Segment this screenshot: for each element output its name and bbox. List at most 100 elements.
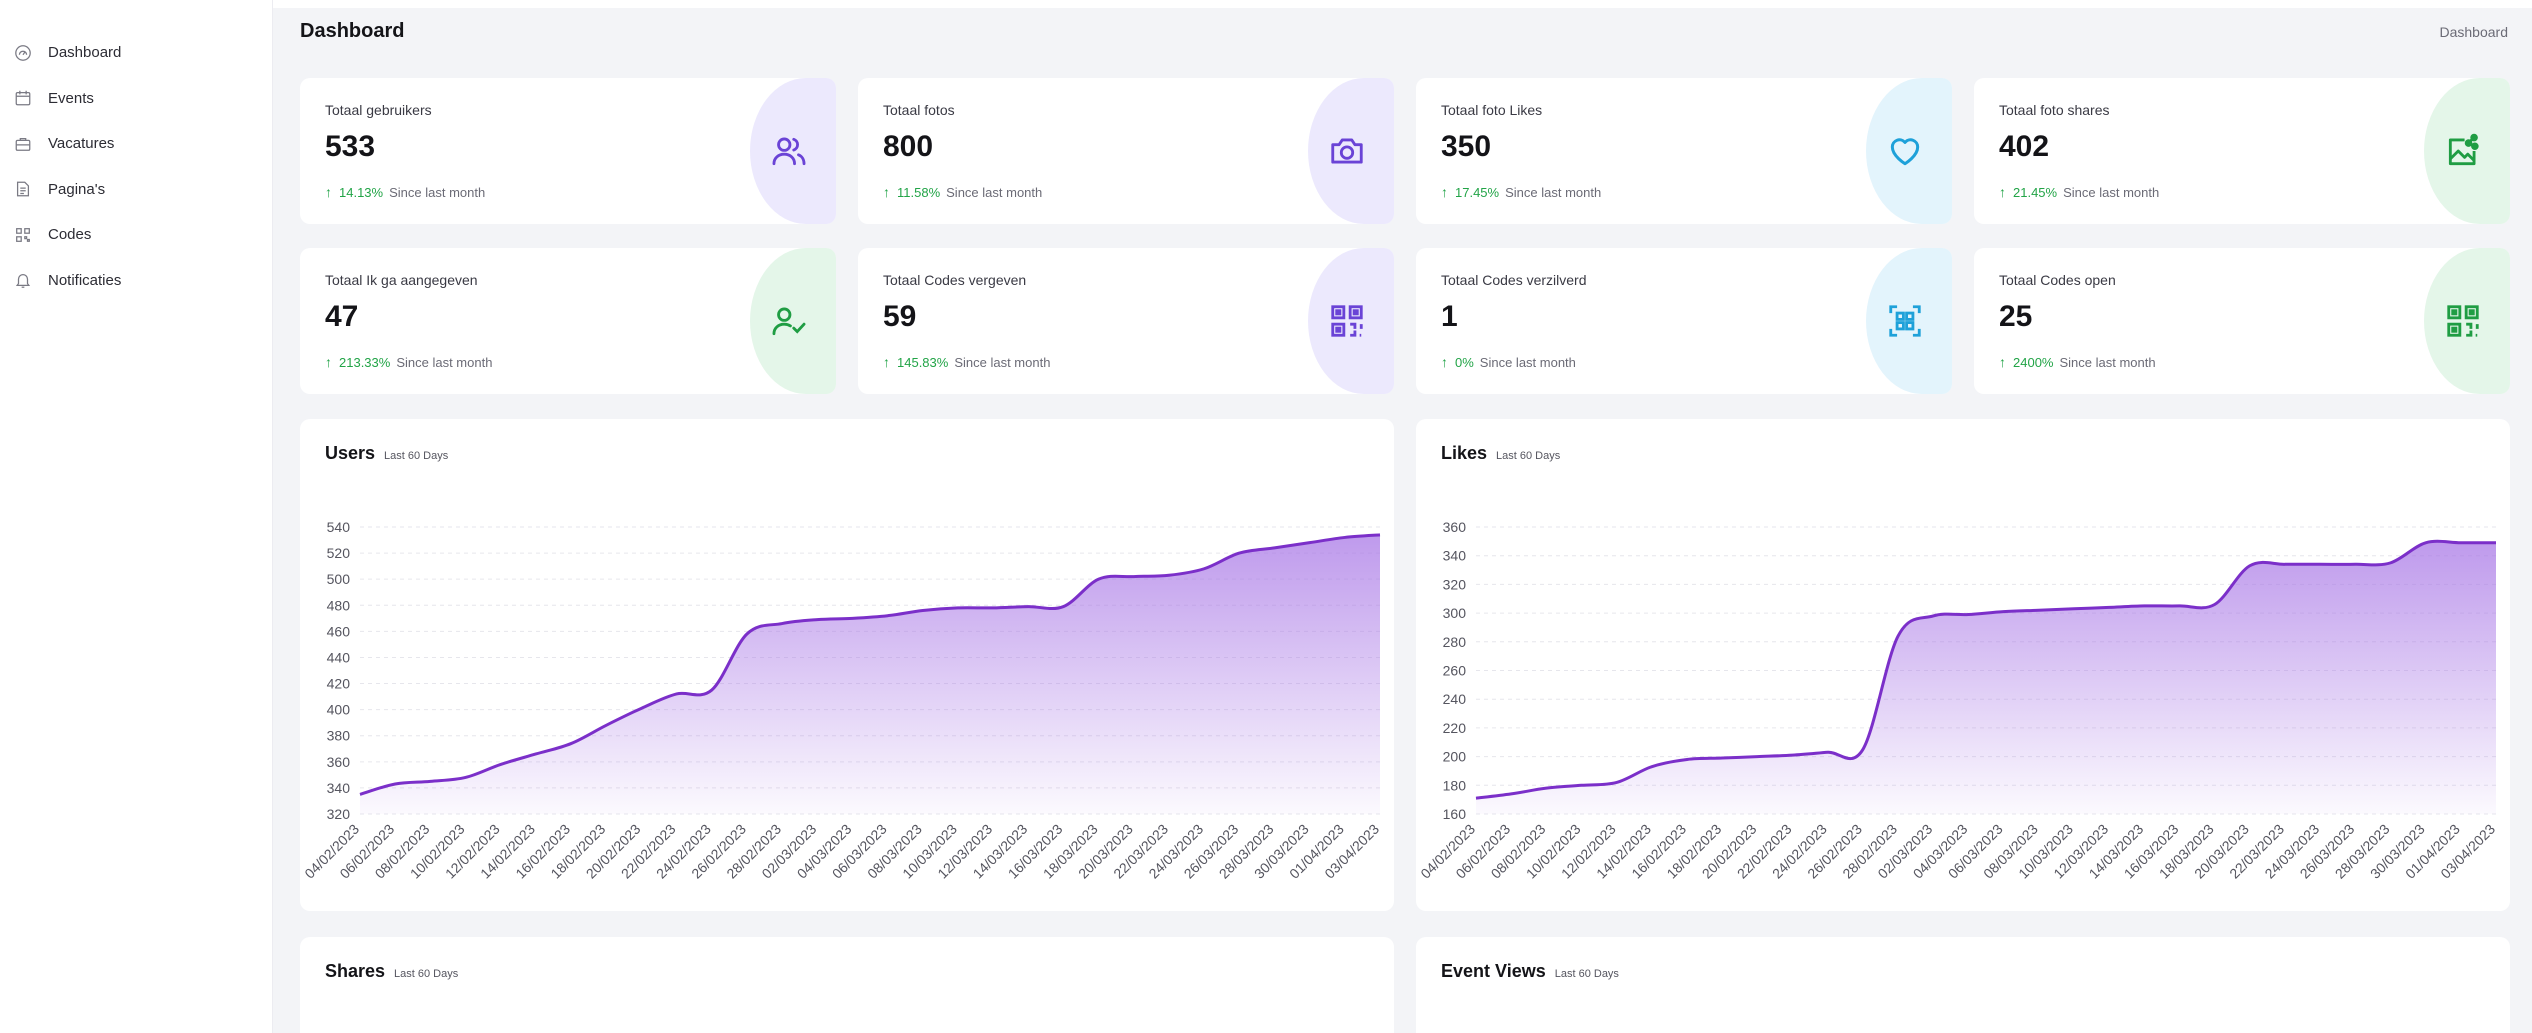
stat-percentage: 213.33% — [339, 354, 391, 370]
stat-since: Since last month — [946, 184, 1043, 200]
y-tick-label: 520 — [327, 545, 351, 561]
main-content: Dashboard Dashboard Totaal gebruikers 53… — [273, 8, 2532, 1033]
page-icon — [14, 180, 32, 198]
sidebar-item-vacatures[interactable]: Vacatures — [0, 121, 272, 167]
sidebar-item-dashboard[interactable]: Dashboard — [0, 30, 272, 76]
stat-card-gebruikers: Totaal gebruikers 533 ↑ 14.13% Since last … — [300, 78, 836, 224]
y-tick-label: 280 — [1443, 634, 1467, 650]
y-tick-label: 420 — [327, 676, 351, 692]
series-area — [360, 534, 1380, 814]
y-tick-label: 200 — [1443, 749, 1467, 765]
likes-chart-panel: Likes Last 60 Days 160 180 200 220 240 260 280… — [1416, 419, 2510, 911]
stat-trend: ↑ 21.45% Since last month — [1999, 184, 2159, 200]
y-tick-label: 360 — [327, 754, 351, 770]
arrow-up-icon: ↑ — [1999, 184, 2006, 200]
sidebar-item-label: Events — [48, 89, 94, 107]
y-tick-label: 300 — [1443, 605, 1467, 621]
user-check-icon — [772, 307, 806, 336]
sidebar-item-label: Dashboard — [48, 44, 122, 62]
stat-value: 25 — [1999, 300, 2033, 333]
bell-icon — [14, 271, 32, 289]
stat-since: Since last month — [2059, 354, 2156, 370]
sidebar-item-events[interactable]: Events — [0, 76, 272, 122]
panel-header: Shares Last 60 Days — [325, 961, 458, 982]
stat-since: Since last month — [1479, 354, 1576, 370]
stat-icon-badge — [1308, 248, 1394, 394]
heart-icon — [1890, 138, 1920, 166]
stat-icon-badge — [2424, 248, 2510, 394]
top-bar — [273, 0, 2532, 8]
stat-value: 47 — [325, 300, 359, 333]
stat-trend: ↑ 0% Since last month — [1441, 354, 1576, 370]
stat-label: Totaal foto Likes — [1441, 102, 1543, 118]
likes-chart: 16018020022024026028030032034036004/02/2… — [1417, 519, 2498, 882]
panel-header: Users Last 60 Days — [325, 443, 448, 464]
y-tick-label: 240 — [1443, 691, 1467, 707]
sidebar-item-label: Pagina's — [48, 180, 106, 198]
sidebar: Dashboard Events Vacatures Pagina's Code… — [0, 0, 273, 1033]
arrow-up-icon: ↑ — [1441, 184, 1448, 200]
stat-percentage: 0% — [1455, 354, 1474, 370]
series-line — [1475, 539, 2496, 800]
arrow-up-icon: ↑ — [325, 184, 332, 200]
stat-label: Totaal foto shares — [1999, 102, 2110, 118]
sidebar-item-notificaties[interactable]: Notificaties — [0, 258, 272, 304]
stat-trend: ↑ 14.13% Since last month — [325, 184, 485, 200]
y-tick-label: 400 — [327, 702, 351, 718]
stat-since: Since last month — [2063, 184, 2160, 200]
stat-since: Since last month — [954, 354, 1051, 370]
qr-code-icon — [14, 226, 32, 244]
stat-card-likes: Totaal foto Likes 350 ↑ 17.45% Since last … — [1416, 78, 1952, 224]
arrow-up-icon: ↑ — [883, 354, 890, 370]
stat-percentage: 17.45% — [1455, 184, 1500, 200]
qr-code-icon — [2447, 305, 2479, 337]
sidebar-item-label: Codes — [48, 226, 92, 244]
panel-title: Shares — [325, 961, 386, 981]
y-tick-label: 440 — [327, 649, 351, 665]
panel-subtitle: Last 60 Days — [384, 450, 449, 462]
arrow-up-icon: ↑ — [325, 354, 332, 370]
briefcase-icon — [14, 135, 32, 153]
stat-label: Totaal gebruikers — [325, 102, 432, 118]
panel-title: Users — [325, 443, 376, 463]
y-tick-label: 260 — [1443, 663, 1467, 679]
y-tick-label: 380 — [327, 728, 351, 744]
stat-card-codes-open: Totaal Codes open 25 ↑ 2400% Since last mo… — [1974, 248, 2510, 394]
qr-code-icon — [1889, 305, 1921, 337]
stat-trend: ↑ 11.58% Since last month — [883, 184, 1042, 200]
sidebar-item-label: Notificaties — [48, 271, 122, 289]
stat-value: 1 — [1441, 300, 1458, 333]
sidebar-item-label: Vacatures — [48, 135, 115, 153]
stat-since: Since last month — [1505, 184, 1602, 200]
panel-subtitle: Last 60 Days — [1554, 968, 1619, 980]
arrow-up-icon: ↑ — [883, 184, 890, 200]
stat-percentage: 14.13% — [339, 184, 384, 200]
stat-trend: ↑ 2400% Since last month — [1999, 354, 2156, 370]
panel-header: Likes Last 60 Days — [1441, 443, 1560, 464]
arrow-up-icon: ↑ — [1999, 354, 2006, 370]
stat-percentage: 2400% — [2013, 354, 2054, 370]
event-views-chart-panel: Event Views Last 60 Days — [1416, 937, 2510, 1033]
breadcrumb[interactable]: Dashboard — [2439, 24, 2509, 40]
stat-value: 350 — [1441, 130, 1492, 163]
stat-icon-badge — [1866, 248, 1952, 394]
users-chart: 32034036038040042044046048050052054004/0… — [301, 519, 1382, 882]
y-tick-label: 360 — [1443, 519, 1467, 535]
y-tick-label: 320 — [327, 806, 351, 822]
y-tick-label: 160 — [1443, 806, 1467, 822]
stat-value: 533 — [325, 130, 376, 163]
shares-chart-panel: Shares Last 60 Days — [300, 937, 1394, 1033]
sidebar-item-paginas[interactable]: Pagina's — [0, 167, 272, 213]
series-area — [1476, 541, 2496, 814]
stat-card-ik-ga: Totaal Ik ga aangegeven 47 ↑ 213.33% Since… — [300, 248, 836, 394]
stat-card-codes-vergeven: Totaal Codes vergeven 59 ↑ 145.83% Since l… — [858, 248, 1394, 394]
stat-value: 402 — [1999, 130, 2050, 163]
y-tick-label: 500 — [327, 571, 351, 587]
stat-percentage: 11.58% — [897, 184, 941, 200]
users-icon — [772, 137, 806, 166]
dashboard-icon — [14, 44, 32, 62]
calendar-icon — [14, 89, 32, 107]
stat-trend: ↑ 145.83% Since last month — [883, 354, 1050, 370]
sidebar-item-codes[interactable]: Codes — [0, 212, 272, 258]
stat-label: Totaal fotos — [883, 102, 955, 118]
